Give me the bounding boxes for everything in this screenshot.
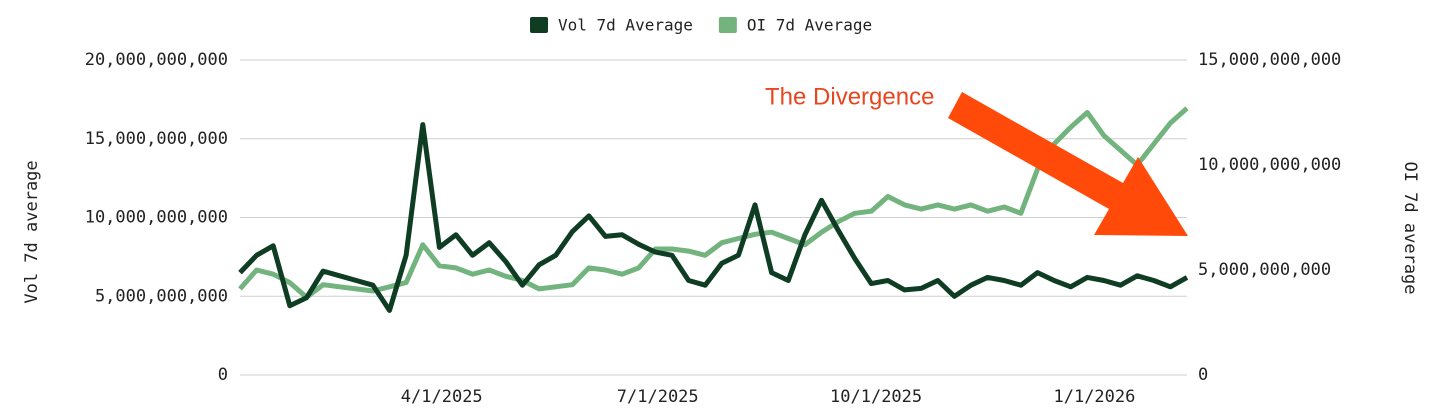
y2-tick-label: 5,000,000,000 — [1198, 260, 1331, 280]
legend-swatch — [718, 17, 737, 33]
legend-label: OI 7d Average — [747, 16, 872, 35]
lines — [238, 106, 1189, 313]
y2-tick-label: 15,000,000,000 — [1198, 50, 1341, 70]
x-tick-label: 1/1/2026 — [1053, 387, 1135, 407]
y-tick-label: 5,000,000,000 — [95, 286, 228, 306]
grid — [240, 59, 1187, 376]
series-line — [238, 122, 1189, 313]
y-tick-label: 20,000,000,000 — [85, 50, 228, 70]
y-tick-label: 0 — [218, 365, 228, 385]
y2-axis-title: OI 7d average — [1400, 161, 1420, 294]
x-tick-label: 4/1/2025 — [401, 387, 483, 407]
x-tick-label: 7/1/2025 — [617, 387, 699, 407]
y-tick-label: 15,000,000,000 — [85, 129, 228, 149]
series-line — [238, 106, 1189, 300]
y2-tick-label: 10,000,000,000 — [1198, 155, 1341, 175]
annotation: The Divergence — [765, 83, 934, 110]
legend-label: Vol 7d Average — [558, 16, 693, 35]
y2-tick-label: 0 — [1198, 365, 1208, 385]
y-axis-title: Vol 7d average — [22, 160, 42, 303]
legend-swatch — [530, 17, 548, 33]
x-tick-label: 10/1/2025 — [830, 387, 922, 407]
divergence-arrow — [948, 92, 1188, 236]
y-tick-label: 10,000,000,000 — [85, 208, 228, 228]
